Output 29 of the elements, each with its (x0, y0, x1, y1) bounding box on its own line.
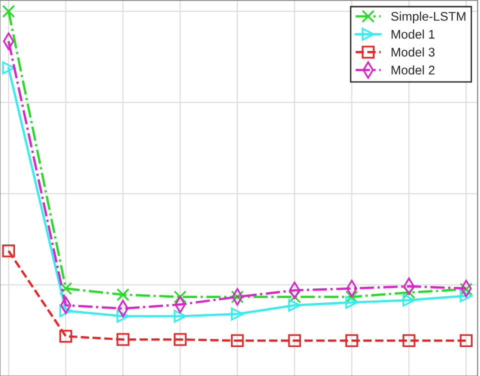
point (174, 290, 187, 304)
point (460, 334, 473, 348)
point (402, 294, 416, 307)
point (2, 61, 15, 74)
point (59, 282, 72, 295)
point (116, 310, 130, 323)
point (174, 333, 187, 346)
point (59, 330, 72, 343)
legend-label: Model 2 (392, 65, 434, 75)
point (2, 244, 15, 258)
point (460, 282, 473, 296)
point (2, 4, 15, 18)
point (345, 296, 358, 309)
point (288, 298, 301, 312)
legend-label: Model 1 (392, 30, 435, 39)
point (460, 289, 473, 302)
legend-label: Simple-LSTM (391, 12, 466, 24)
point (345, 290, 358, 304)
point (345, 334, 358, 348)
point (174, 310, 187, 323)
point (116, 333, 130, 346)
point (230, 308, 244, 320)
point (59, 304, 72, 318)
point (230, 334, 244, 348)
legend-label: Model 3 (392, 47, 435, 57)
point (402, 334, 416, 348)
point (288, 334, 301, 348)
point (116, 288, 130, 302)
point (230, 290, 244, 304)
